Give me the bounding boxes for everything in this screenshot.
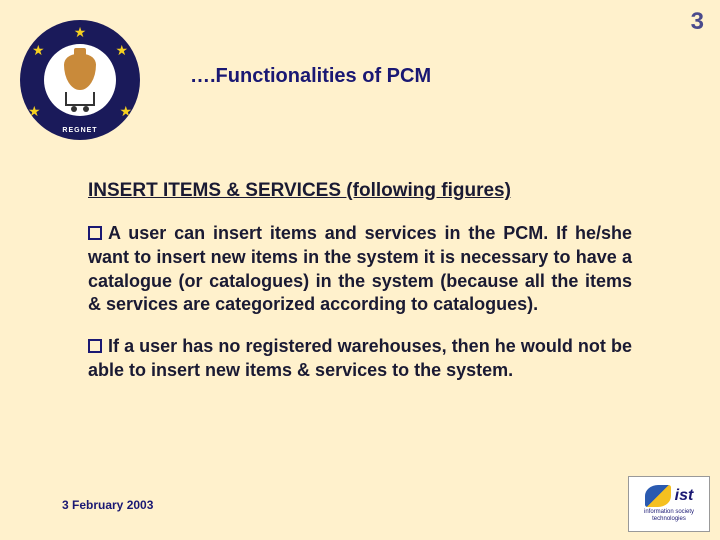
ist-label: ist — [675, 487, 694, 505]
logo-ring: ★ ★ ★ ★ ★ REGNET — [20, 20, 140, 140]
footer-date: 3 February 2003 — [62, 498, 153, 512]
page-number: 3 — [691, 8, 704, 36]
slide-title: ….Functionalities of PCM — [190, 65, 431, 88]
regnet-logo: ★ ★ ★ ★ ★ REGNET — [20, 20, 140, 140]
section-heading: INSERT ITEMS & SERVICES (following figur… — [88, 180, 511, 202]
ist-logo-top: ist — [645, 485, 694, 507]
bullet-marker-icon — [88, 226, 102, 240]
ist-swoosh-icon — [645, 485, 671, 507]
bullet-text: If a user has no registered warehouses, … — [88, 336, 632, 380]
vase-icon — [64, 54, 96, 90]
bullet-item: A user can insert items and services in … — [88, 222, 632, 317]
logo-ring-text: REGNET — [62, 127, 97, 134]
star-icon: ★ — [32, 42, 45, 59]
ist-subtitle: information society technologies — [629, 509, 709, 522]
star-icon: ★ — [28, 103, 41, 120]
bullet-text: A user can insert items and services in … — [88, 223, 632, 314]
bullet-list: A user can insert items and services in … — [88, 222, 632, 401]
star-icon: ★ — [115, 42, 128, 59]
ist-logo: ist information society technologies — [628, 476, 710, 532]
star-icon: ★ — [119, 103, 132, 120]
bullet-item: If a user has no registered warehouses, … — [88, 335, 632, 383]
logo-center — [44, 44, 116, 116]
bullet-marker-icon — [88, 339, 102, 353]
cart-icon — [65, 92, 95, 106]
star-icon: ★ — [74, 24, 87, 41]
